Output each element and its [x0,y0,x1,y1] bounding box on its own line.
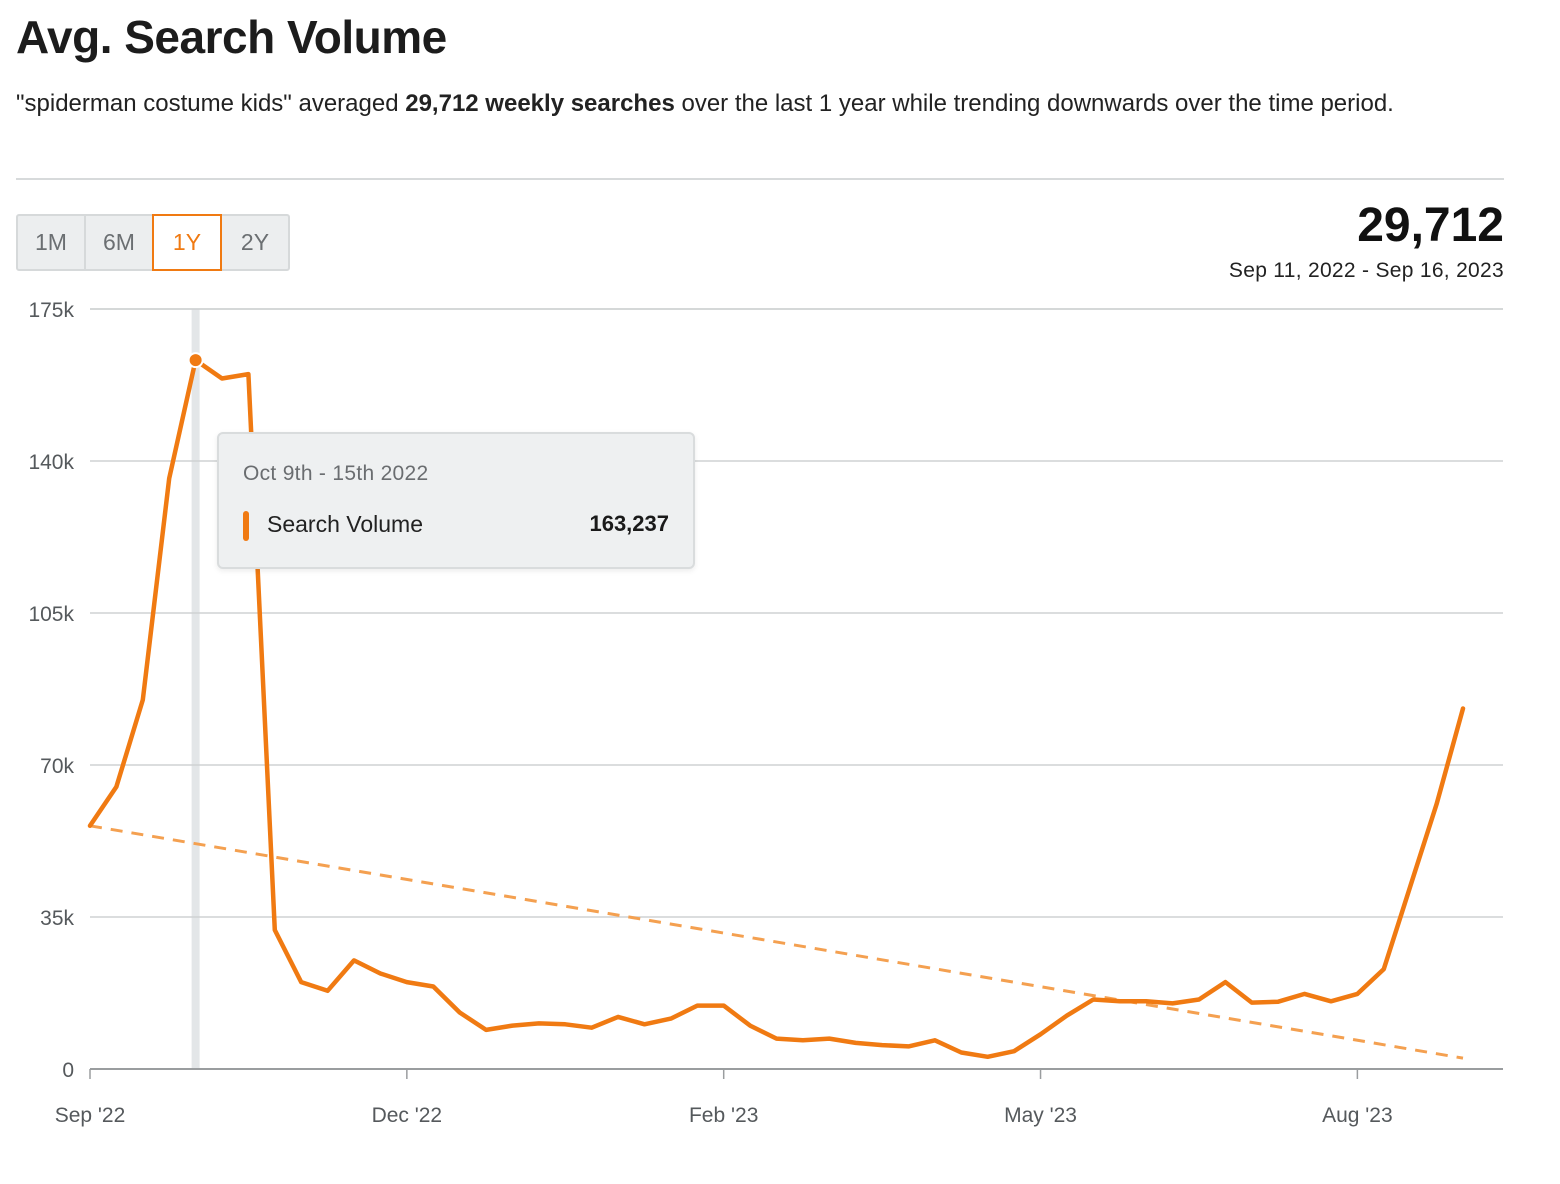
data-point [853,1040,859,1046]
data-point [166,475,172,481]
data-point [1302,991,1308,997]
x-tick-label: Dec '22 [372,1104,443,1127]
range-button-1m[interactable]: 1M [16,214,86,271]
y-tick-label: 105k [28,603,74,626]
data-point [87,823,93,829]
tooltip-series-swatch [243,511,249,541]
summary-bold: 29,712 weekly searches [405,90,675,117]
x-tick-label: Aug '23 [1322,1104,1393,1127]
data-point [377,970,383,976]
x-tick-label: May '23 [1004,1104,1077,1127]
date-range-label: Sep 11, 2022 - Sep 16, 2023 [1228,259,1504,282]
data-point [1381,966,1387,972]
data-point [1090,997,1096,1003]
tooltip-series-name: Search Volume [267,511,423,537]
data-point [1407,884,1413,890]
data-point [1222,979,1228,985]
range-button-2y[interactable]: 2Y [220,214,290,271]
data-point [245,371,251,377]
data-point [430,983,436,989]
data-point [589,1025,595,1031]
data-point [826,1036,832,1042]
data-point [1328,998,1334,1004]
data-point [562,1021,568,1027]
x-tick-label: Feb '23 [689,1104,758,1127]
data-point [1196,997,1202,1003]
data-point [615,1014,621,1020]
data-point [641,1021,647,1027]
data-point [1249,1000,1255,1006]
data-point [721,1003,727,1009]
data-point [272,927,278,933]
data-point [958,1049,964,1055]
data-point [747,1023,753,1029]
data-point [351,957,357,963]
data-point [1354,991,1360,997]
y-tick-label: 175k [28,299,74,322]
y-tick-label: 0 [62,1059,74,1082]
summary-text: "spiderman costume kids" averaged 29,712… [16,86,1516,122]
trend-line [89,824,1464,1060]
data-point [1170,1000,1176,1006]
tooltip-value: 163,237 [589,511,669,536]
data-point [668,1016,674,1022]
data-point [694,1003,700,1009]
data-point [906,1043,912,1049]
highlighted-point [187,352,204,369]
y-tick-label: 70k [40,755,74,778]
data-point [1460,706,1466,712]
range-button-1y[interactable]: 1Y [152,214,222,271]
y-tick-label: 140k [28,451,74,474]
data-point [1011,1048,1017,1054]
summary-pre: "spiderman costume kids" averaged [16,90,406,117]
header-divider [16,178,1504,180]
chart-tooltip: Oct 9th - 15th 2022 Search Volume 163,23… [217,432,695,569]
summary-post: over the last 1 year while trending down… [674,90,1394,117]
data-point [1275,999,1281,1005]
data-point [219,375,225,381]
x-tick-label: Sep '22 [55,1104,126,1127]
data-point [1117,998,1123,1004]
page-title: Avg. Search Volume [16,11,447,63]
data-point [774,1036,780,1042]
data-point [298,979,304,985]
data-point [932,1037,938,1043]
data-point [985,1054,991,1060]
average-value: 29,712 [1357,199,1504,252]
data-point [879,1042,885,1048]
data-point [140,697,146,703]
range-selector: 1M 6M 1Y 2Y [16,214,290,271]
data-point [1143,998,1149,1004]
data-point [509,1023,515,1029]
data-point [1434,801,1440,807]
data-point [325,988,331,994]
data-point [113,784,119,790]
tooltip-date: Oct 9th - 15th 2022 [243,462,429,485]
data-point [800,1037,806,1043]
search-volume-line [87,357,1466,1060]
data-point [457,1010,463,1016]
data-point [1064,1013,1070,1019]
data-point [483,1027,489,1033]
data-point [404,979,410,985]
data-point [1038,1031,1044,1037]
data-point [536,1020,542,1026]
y-tick-label: 35k [40,907,74,930]
hover-band [191,309,200,1069]
